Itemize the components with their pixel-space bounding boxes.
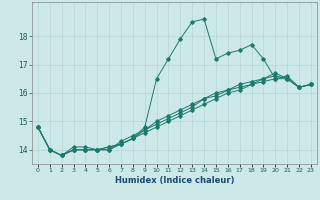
X-axis label: Humidex (Indice chaleur): Humidex (Indice chaleur)	[115, 176, 234, 185]
